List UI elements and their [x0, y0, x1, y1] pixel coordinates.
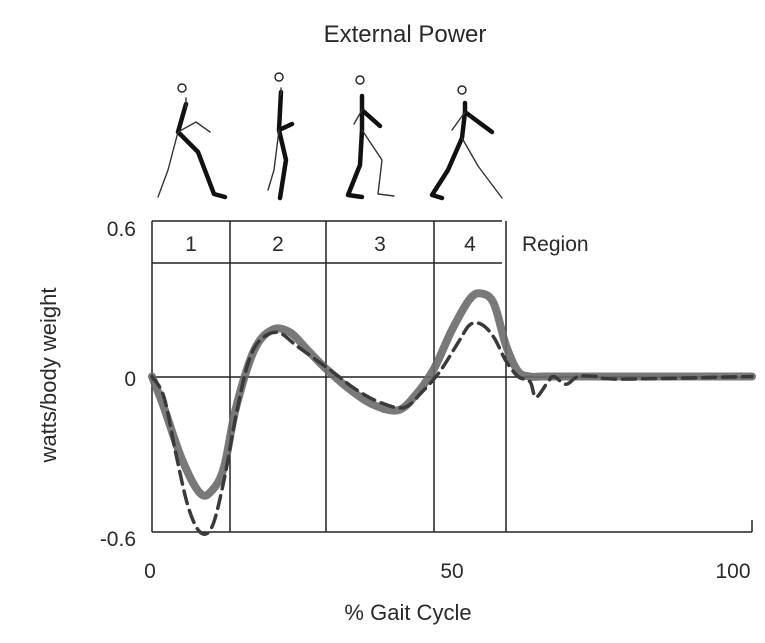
- region-label-4: 4: [464, 233, 476, 256]
- x-tick-label-100: 100: [715, 560, 750, 583]
- walking-figure-icon-4: [429, 85, 503, 201]
- x-tick-label-0: 0: [144, 560, 156, 583]
- region-label-1: 1: [185, 233, 197, 256]
- region-label-2: 2: [272, 233, 284, 256]
- walking-figure-icon-1: [157, 83, 228, 200]
- y-tick-label-top: 0.6: [107, 218, 136, 241]
- x-axis-label: % Gait Cycle: [344, 600, 471, 625]
- region-label-3: 3: [374, 233, 386, 256]
- chart-title: External Power: [324, 21, 487, 48]
- x-tick-label-50: 50: [440, 560, 463, 583]
- region-labels: 1 2 3 4: [185, 233, 476, 256]
- regions-title: Region: [522, 233, 589, 256]
- walking-figure-icon-3: [345, 75, 395, 200]
- y-axis-label: watts/body weight: [36, 288, 61, 464]
- series-line-solid: [148, 289, 756, 500]
- y-tick-label-bottom: -0.6: [100, 528, 136, 551]
- series-layer: [148, 289, 756, 536]
- series-line-dashed: [150, 320, 754, 536]
- walking-figure-icon-2: [267, 72, 295, 201]
- y-tick-label-zero: 0: [124, 368, 136, 391]
